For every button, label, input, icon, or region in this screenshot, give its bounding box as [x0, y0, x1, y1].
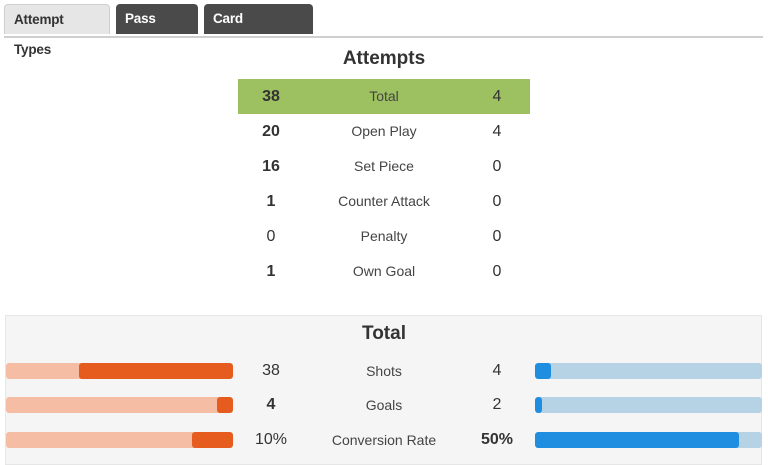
- right-value: 50%: [480, 431, 514, 448]
- right-value: 4: [492, 88, 502, 105]
- attempts-row-penalty: 0 Penalty 0: [238, 219, 530, 254]
- left-value: 16: [262, 158, 280, 175]
- attempts-row-open-play: 20 Open Play 4: [238, 114, 530, 149]
- left-bar-track: [6, 432, 233, 448]
- left-bar-fill: [78, 363, 233, 379]
- total-title: Total: [362, 323, 406, 344]
- left-value: 1: [266, 263, 276, 280]
- right-value: 0: [492, 158, 502, 175]
- left-bar-track: [6, 397, 233, 413]
- row-label: Penalty: [360, 228, 408, 244]
- attempts-row-own-goal: 1 Own Goal 0: [238, 254, 530, 289]
- left-bar-fill: [192, 432, 233, 448]
- right-value: 2: [492, 396, 502, 413]
- row-label: Own Goal: [352, 263, 416, 279]
- right-value: 0: [492, 263, 502, 280]
- total-row-goals: 4 Goals 2: [0, 394, 768, 414]
- tab-pass-types[interactable]: Pass Types: [116, 4, 198, 56]
- row-label: Set Piece: [354, 158, 414, 174]
- right-value: 0: [492, 193, 502, 210]
- left-bar-track: [6, 363, 233, 379]
- total-row-conversion-rate: 10% Conversion Rate 50%: [0, 429, 768, 449]
- attempts-row-total: 38 Total 4: [238, 79, 530, 114]
- right-value: 4: [492, 362, 502, 379]
- left-value: 38: [262, 88, 280, 105]
- right-bar-fill: [535, 397, 542, 413]
- left-value: 20: [262, 123, 280, 140]
- attempts-row-set-piece: 16 Set Piece 0: [238, 149, 530, 184]
- right-bar-track: [535, 432, 762, 448]
- left-bar-fill: [217, 397, 233, 413]
- attempts-row-counter-attack: 1 Counter Attack 0: [238, 184, 530, 219]
- left-value: 1: [266, 193, 276, 210]
- left-value: 4: [266, 396, 276, 413]
- total-row-shots: 38 Shots 4: [0, 360, 768, 380]
- right-bar-track: [535, 397, 762, 413]
- left-value: 0: [266, 228, 276, 245]
- row-label: Counter Attack: [338, 193, 430, 209]
- right-value: 0: [492, 228, 502, 245]
- row-label: Goals: [365, 397, 403, 413]
- left-value: 38: [262, 362, 280, 379]
- right-bar-fill: [535, 432, 740, 448]
- left-value: 10%: [254, 431, 288, 448]
- right-bar-fill: [535, 363, 551, 379]
- right-bar-track: [535, 363, 762, 379]
- row-label: Total: [369, 88, 399, 104]
- right-value: 4: [492, 123, 502, 140]
- tab-card-situations[interactable]: Card Situations: [204, 4, 313, 56]
- tab-attempt-types[interactable]: Attempt Types: [4, 4, 110, 57]
- row-label: Open Play: [351, 123, 417, 139]
- row-label: Shots: [366, 363, 402, 379]
- tab-bar: Attempt Types Pass Types Card Situations: [4, 4, 763, 57]
- row-label: Conversion Rate: [331, 432, 437, 448]
- attempts-table: 38 Total 4 20 Open Play 4 16 Set Piece 0…: [238, 79, 530, 289]
- attempts-title: Attempts: [342, 48, 426, 69]
